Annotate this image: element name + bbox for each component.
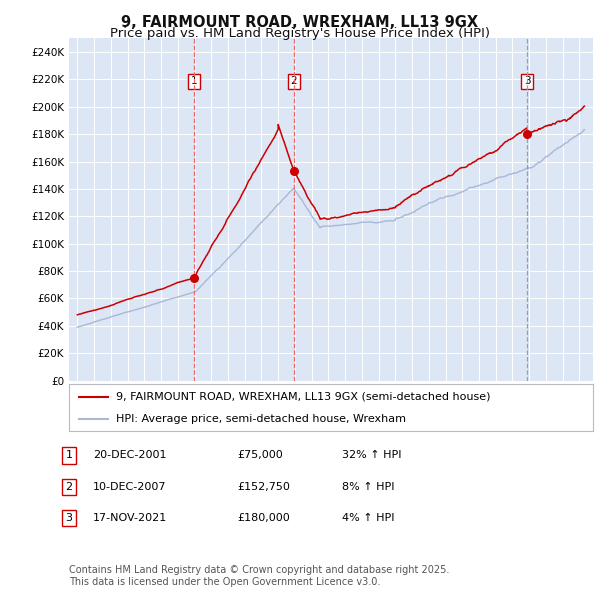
Text: 9, FAIRMOUNT ROAD, WREXHAM, LL13 9GX: 9, FAIRMOUNT ROAD, WREXHAM, LL13 9GX	[121, 15, 479, 30]
Text: 1: 1	[65, 451, 73, 460]
Text: HPI: Average price, semi-detached house, Wrexham: HPI: Average price, semi-detached house,…	[116, 414, 406, 424]
Text: £75,000: £75,000	[237, 451, 283, 460]
Text: 2: 2	[290, 76, 297, 86]
Bar	[194, 38, 294, 381]
Text: 3: 3	[524, 76, 530, 86]
Text: Contains HM Land Registry data © Crown copyright and database right 2025.
This d: Contains HM Land Registry data © Crown c…	[69, 565, 449, 587]
Text: £152,750: £152,750	[237, 482, 290, 491]
Text: 4% ↑ HPI: 4% ↑ HPI	[342, 513, 395, 523]
Text: 3: 3	[65, 513, 73, 523]
Text: 8% ↑ HPI: 8% ↑ HPI	[342, 482, 395, 491]
Text: 2: 2	[65, 482, 73, 491]
Text: 20-DEC-2001: 20-DEC-2001	[93, 451, 167, 460]
Text: 1: 1	[191, 76, 197, 86]
Text: £180,000: £180,000	[237, 513, 290, 523]
Text: 17-NOV-2021: 17-NOV-2021	[93, 513, 167, 523]
Text: 10-DEC-2007: 10-DEC-2007	[93, 482, 167, 491]
Text: 9, FAIRMOUNT ROAD, WREXHAM, LL13 9GX (semi-detached house): 9, FAIRMOUNT ROAD, WREXHAM, LL13 9GX (se…	[116, 392, 491, 402]
Text: 32% ↑ HPI: 32% ↑ HPI	[342, 451, 401, 460]
Text: Price paid vs. HM Land Registry's House Price Index (HPI): Price paid vs. HM Land Registry's House …	[110, 27, 490, 40]
